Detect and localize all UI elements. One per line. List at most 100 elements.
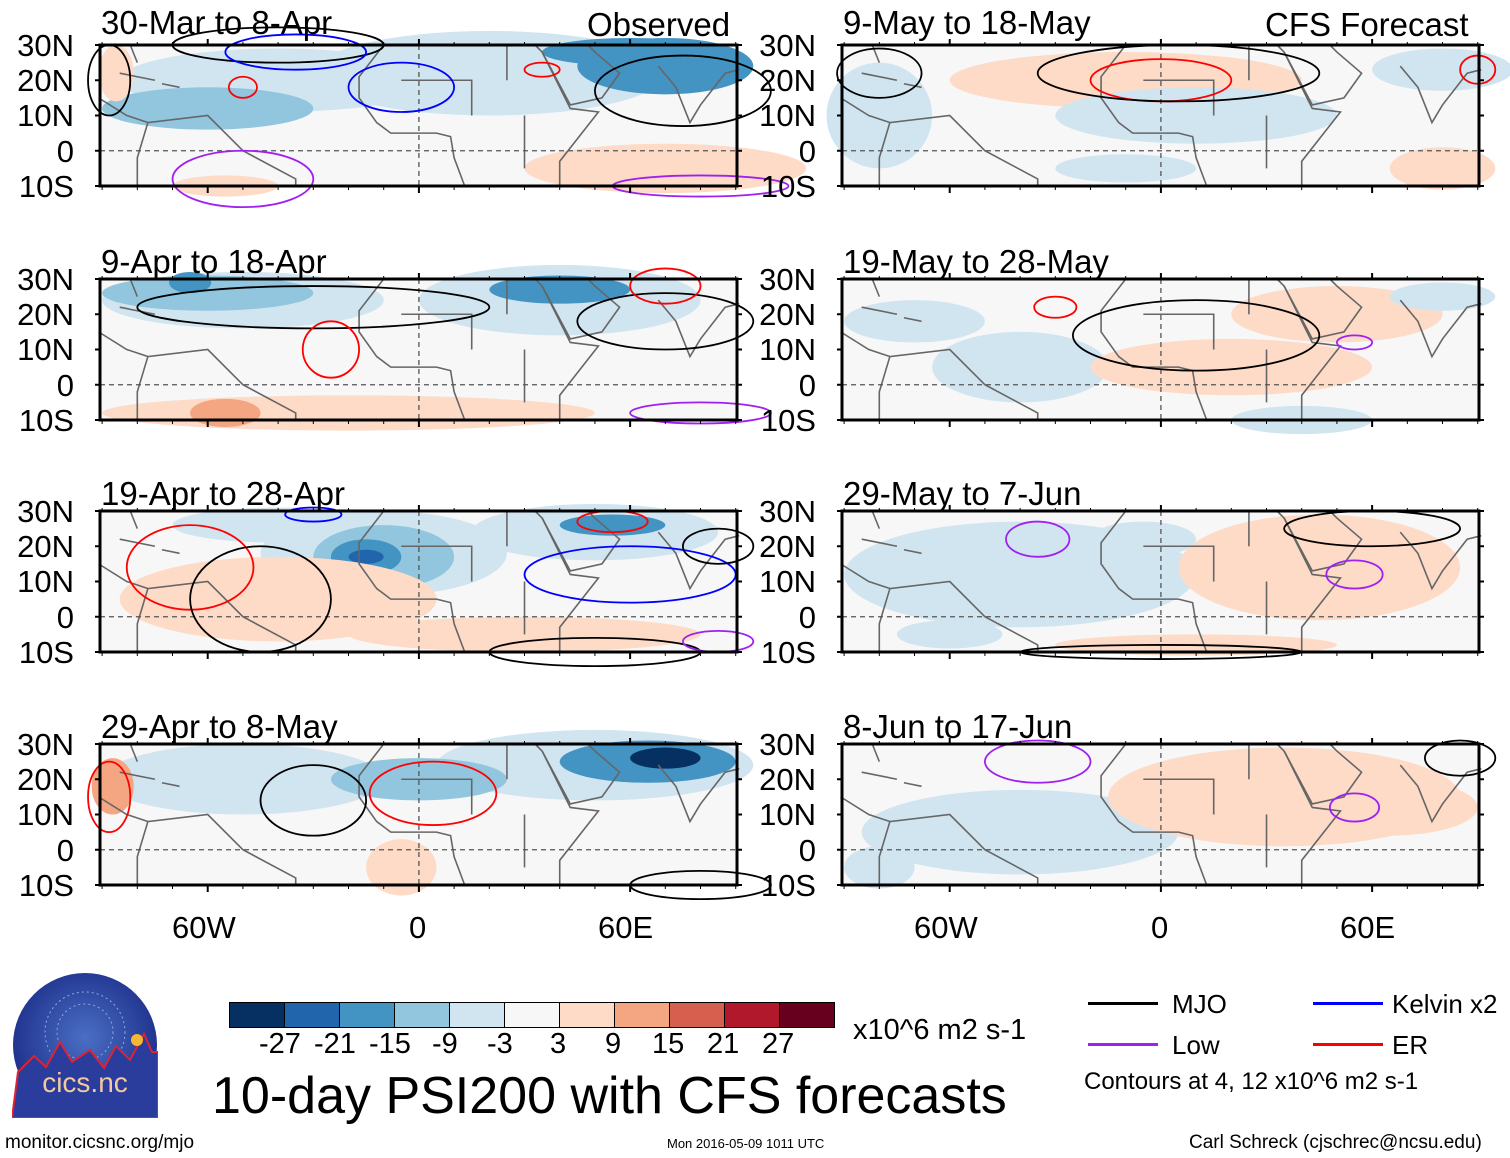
- y-tick-label: 0: [56, 599, 74, 635]
- y-tick-label: 20N: [17, 297, 74, 333]
- colorbar-tick-label: 21: [707, 1028, 740, 1060]
- coastline: [1143, 313, 1215, 350]
- anomaly-shading: [98, 45, 134, 102]
- wave-contour: [301, 320, 360, 379]
- coastline: [903, 781, 922, 788]
- coastline: [541, 743, 621, 805]
- y-tick-label: 10S: [760, 867, 816, 903]
- x-tick-label: 60E: [1340, 910, 1396, 945]
- y-tick-label: 10N: [17, 797, 74, 833]
- wave-contour: [368, 760, 498, 826]
- y-tick-label: 10S: [760, 634, 816, 670]
- panel-title: 9-Apr to 18-Apr: [101, 243, 327, 280]
- coastline: [657, 531, 740, 591]
- map-panel: [87, 729, 772, 901]
- anomaly-shading: [1231, 286, 1443, 343]
- colorbar-swatch: [725, 1003, 780, 1027]
- wave-contour: [1005, 520, 1071, 558]
- coastline: [840, 796, 891, 823]
- wave-contour: [1033, 295, 1078, 319]
- wave-contour: [682, 527, 755, 565]
- anomaly-shading: [489, 402, 560, 424]
- colorbar-swatch: [615, 1003, 670, 1027]
- coastline: [534, 743, 600, 885]
- wave-contour: [87, 760, 132, 834]
- footer-author: Carl Schreck (cjschrec@ncsu.edu): [1189, 1132, 1482, 1153]
- coastline: [534, 44, 600, 186]
- colorbar-tick-label: -3: [487, 1028, 513, 1060]
- wave-contour: [1424, 739, 1497, 777]
- wave-contour: [284, 506, 343, 523]
- anomaly-shading: [119, 556, 437, 642]
- wave-contour: [594, 54, 772, 127]
- x-tick-label: 0: [409, 910, 427, 945]
- colorbar-swatch: [230, 1003, 285, 1027]
- footer-url[interactable]: monitor.cicsnc.org/mjo: [5, 1132, 195, 1153]
- colorbar-tick-label: -15: [369, 1028, 411, 1060]
- coastline: [98, 331, 149, 358]
- coastline: [840, 331, 891, 358]
- coastline: [1399, 531, 1482, 591]
- y-tick-label: 30N: [17, 262, 74, 297]
- coastline: [541, 278, 621, 340]
- map-panel: [95, 264, 772, 431]
- coastline: [534, 510, 600, 652]
- coastline: [401, 778, 473, 815]
- y-tick-label: 10S: [18, 402, 74, 438]
- anomaly-shading: [1055, 154, 1197, 183]
- wave-contour: [125, 524, 255, 611]
- coastline: [657, 65, 740, 125]
- wave-contour: [227, 75, 258, 99]
- wave-contour: [576, 292, 755, 351]
- anomaly-shading: [102, 275, 314, 311]
- coastline: [1283, 278, 1363, 340]
- coastline: [1399, 299, 1482, 359]
- anomaly-shading: [348, 549, 384, 564]
- y-tick-label: 10N: [17, 564, 74, 600]
- wave-contour: [523, 61, 561, 78]
- x-tick-label: 60W: [172, 910, 236, 945]
- legend-label-mjo: MJO: [1172, 989, 1227, 1019]
- anomaly-shading: [861, 789, 1179, 875]
- wave-contour: [629, 267, 702, 305]
- anomaly-shading: [366, 839, 437, 896]
- coastline: [534, 278, 600, 420]
- forecast-heading: CFS Forecast: [1265, 6, 1469, 43]
- wave-contour: [171, 149, 315, 209]
- coastline: [861, 72, 898, 82]
- cicsnc-logo: cics.nc: [12, 973, 158, 1118]
- wave-contour: [1325, 559, 1384, 590]
- panel-title: 29-Apr to 8-May: [101, 708, 338, 745]
- coastline: [903, 548, 922, 555]
- anomaly-shading: [102, 87, 314, 130]
- wave-contour: [984, 739, 1092, 784]
- y-tick-label: 30N: [759, 262, 816, 297]
- y-tick-label: 30N: [759, 28, 816, 63]
- y-tick-label: 10N: [17, 332, 74, 368]
- legend-label-kelvin: Kelvin x2: [1392, 989, 1498, 1019]
- y-tick-label: 30N: [17, 727, 74, 762]
- wave-contour: [1328, 792, 1381, 823]
- y-tick-label: 0: [798, 367, 816, 403]
- coastline: [1283, 743, 1363, 805]
- panel-title: 9-May to 18-May: [843, 4, 1091, 41]
- y-tick-label: 20N: [759, 63, 816, 99]
- y-tick-label: 20N: [17, 762, 74, 798]
- coastline: [840, 563, 891, 590]
- wave-contour: [224, 33, 368, 71]
- wave-contour: [836, 47, 923, 99]
- colorbar-swatch: [450, 1003, 505, 1027]
- coastline: [119, 72, 156, 82]
- footer-timestamp: Mon 2016-05-09 1011 UTC: [667, 1136, 825, 1151]
- anomaly-shading: [932, 331, 1109, 403]
- coastline: [1283, 510, 1363, 572]
- legend-label-er: ER: [1392, 1030, 1429, 1060]
- y-tick-label: 20N: [759, 762, 816, 798]
- coastline: [161, 781, 180, 788]
- map-panel: [837, 273, 1496, 435]
- y-tick-label: 10S: [760, 402, 816, 438]
- coastline: [136, 114, 297, 186]
- coastline: [903, 82, 922, 89]
- y-tick-label: 30N: [759, 727, 816, 762]
